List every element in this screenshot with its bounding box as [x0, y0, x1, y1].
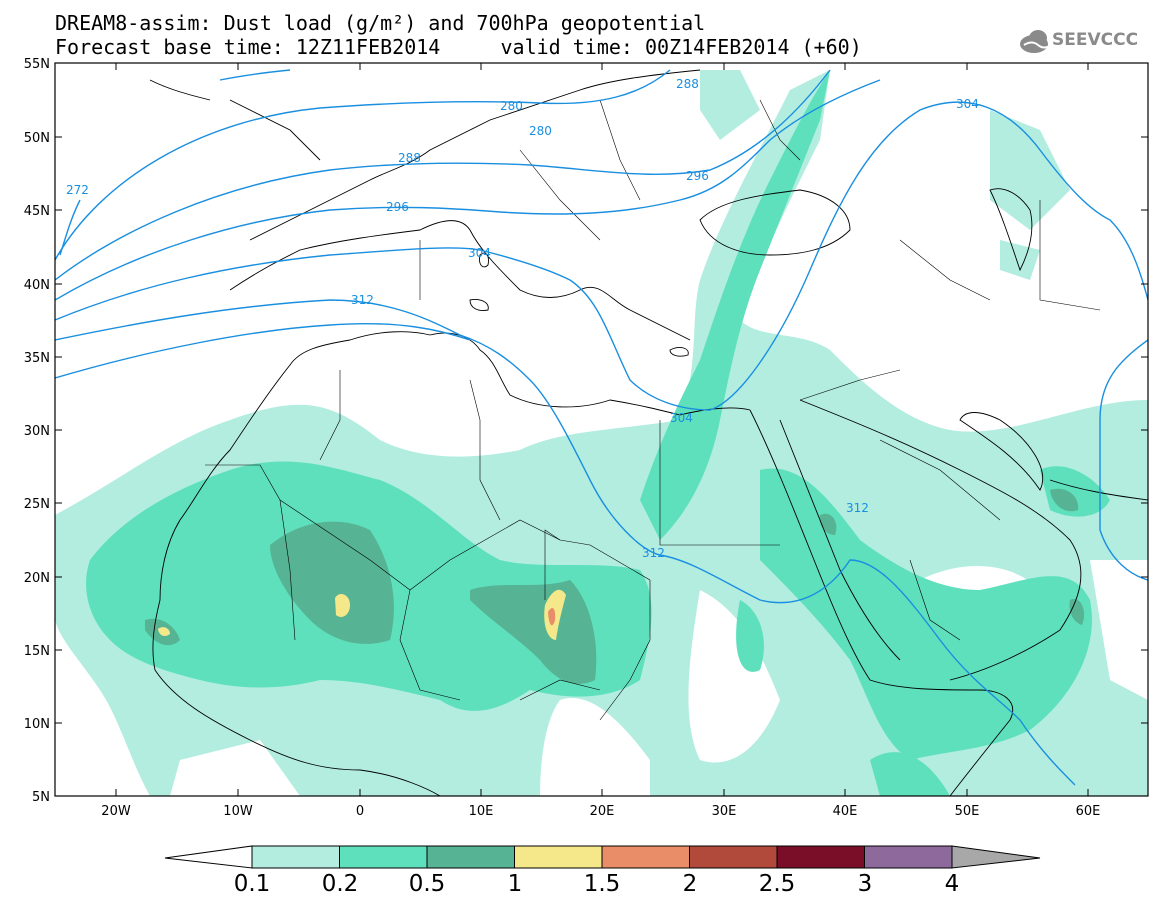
colorbar-swatch [251, 845, 340, 869]
contour-label: 280 [529, 124, 552, 138]
contour-label: 272 [66, 183, 89, 197]
dust-shading-orange [548, 608, 556, 626]
longitude-labels: 20W 10W 0 10E 20E 30E 40E 50E 60E [101, 804, 1100, 819]
lon-label: 10W [223, 804, 253, 819]
logo [1020, 30, 1053, 53]
colorbar: 0.1 0.2 0.5 1 1.5 2 2.5 3 4 [164, 845, 1041, 897]
lat-label: 40N [24, 278, 50, 293]
lon-label: 20W [101, 804, 131, 819]
lat-label: 35N [24, 351, 50, 366]
colorbar-label: 2.5 [759, 871, 796, 897]
lat-label: 15N [24, 644, 50, 659]
country-borders [205, 99, 1101, 721]
lat-label: 55N [24, 57, 50, 72]
axis-ticks [55, 62, 1148, 797]
colorbar-label: 3 [858, 871, 873, 897]
colorbar-swatch [426, 845, 515, 869]
colorbar-swatch [514, 845, 603, 869]
lon-label: 0 [356, 804, 364, 819]
dust-shading-dark [145, 488, 1085, 684]
colorbar-label: 0.5 [409, 871, 446, 897]
lat-label: 50N [24, 131, 50, 146]
colorbar-under-arrow [164, 845, 253, 869]
lon-label: 60E [1076, 804, 1101, 819]
contour-label: 304 [670, 411, 693, 425]
map-subtitle: Forecast base time: 12Z11FEB2014 valid t… [55, 35, 862, 59]
colorbar-label: 0.2 [322, 871, 359, 897]
contour-label: 296 [386, 200, 409, 214]
contour-labels: 272 280 280 288 288 296 296 304 304 304 … [66, 77, 979, 560]
lon-label: 10E [469, 804, 494, 819]
colorbar-over-arrow [951, 845, 1041, 869]
map-title: DREAM8-assim: Dust load (g/m²) and 700hP… [55, 11, 706, 35]
contour-label: 304 [468, 246, 491, 260]
lat-label: 30N [24, 424, 50, 439]
geopotential-contours [55, 69, 1148, 786]
lat-label: 25N [24, 497, 50, 512]
lon-label: 40E [833, 804, 858, 819]
contour-label: 288 [676, 77, 699, 91]
colorbar-label: 2 [683, 871, 698, 897]
coastlines [149, 69, 1148, 796]
lat-label: 5N [32, 790, 50, 805]
colorbar-swatch [864, 845, 953, 869]
map-plot-area: 272 280 280 288 288 296 296 304 304 304 … [55, 63, 1148, 796]
cloud-icon [1020, 30, 1053, 53]
contour-label: 280 [500, 99, 523, 113]
colorbar-label: 0.1 [234, 871, 271, 897]
lon-label: 30E [712, 804, 737, 819]
lat-label: 20N [24, 571, 50, 586]
colorbar-swatch [776, 845, 865, 869]
lat-label: 10N [24, 717, 50, 732]
colorbar-label: 1 [508, 871, 523, 897]
contour-label: 288 [398, 151, 421, 165]
contour-label: 312 [351, 293, 374, 307]
contour-label: 312 [642, 546, 665, 560]
lon-label: 20E [590, 804, 615, 819]
lat-label: 45N [24, 204, 50, 219]
dust-gaps [170, 560, 1148, 796]
lon-label: 50E [955, 804, 980, 819]
contour-label: 312 [846, 501, 869, 515]
logo-text: SEEVCCC [1052, 30, 1139, 50]
colorbar-label: 1.5 [584, 871, 621, 897]
colorbar-swatch [339, 845, 428, 869]
latitude-labels: 55N 50N 45N 40N 35N 30N 25N 20N 15N 10N … [24, 57, 50, 805]
contour-label: 296 [686, 169, 709, 183]
colorbar-swatch [689, 845, 778, 869]
colorbar-swatch [601, 845, 690, 869]
contour-label: 304 [956, 97, 979, 111]
colorbar-label: 4 [945, 871, 960, 897]
